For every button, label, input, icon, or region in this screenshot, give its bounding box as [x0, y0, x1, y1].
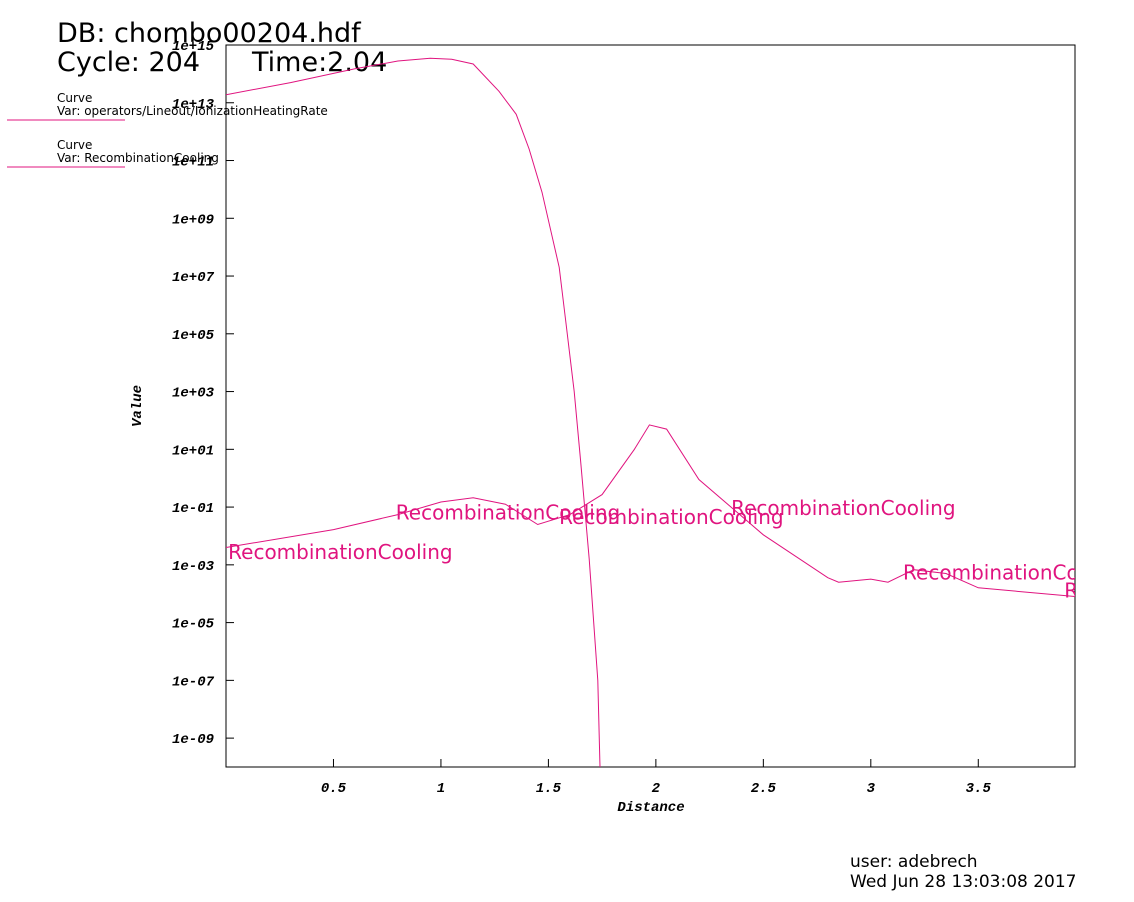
y-tick-label: 1e-03 — [172, 559, 215, 575]
user: user: adebrech — [850, 852, 978, 872]
legend-var: Var: RecombinationCooling — [57, 151, 219, 165]
y-tick-label: 1e+05 — [172, 328, 215, 344]
y-axis-label: Value — [130, 385, 146, 427]
curve-label: RecombinationCooling — [903, 561, 1127, 585]
title-db: DB: chombo00204.hdf — [57, 18, 362, 49]
y-tick-label: 1e+09 — [172, 212, 214, 228]
legend-name: Curve — [57, 138, 92, 152]
plot-frame — [225, 44, 1076, 768]
y-tick-label: 1e-05 — [172, 617, 215, 633]
x-tick-label: 1 — [437, 781, 445, 797]
curve-label: RecombinationCooling — [1064, 578, 1134, 602]
y-tick-label: 1e-07 — [172, 674, 215, 690]
y-tick-label: 1e-01 — [172, 501, 214, 517]
x-tick-label: 3.5 — [966, 781, 992, 797]
x-tick-label: 3 — [867, 781, 876, 797]
y-tick-label: 1e+01 — [172, 443, 214, 459]
legend-name: Curve — [57, 91, 92, 105]
y-tick-label: 1e-09 — [172, 732, 214, 748]
y-tick-label: 1e+07 — [172, 270, 215, 286]
curve-label: RecombinationCooling — [731, 496, 955, 520]
x-axis-label: Distance — [617, 800, 684, 816]
curve — [226, 57, 601, 767]
y-tick-label: 1e+15 — [172, 39, 215, 55]
y-tick-label: 1e+11 — [172, 155, 214, 171]
legend-var: Var: operators/Lineout/IonizationHeating… — [57, 104, 328, 118]
plot: RecombinationCoolingRecombinationCooling… — [226, 57, 1134, 767]
x-tick-label: 1.5 — [536, 781, 562, 797]
x-tick-label: 2.5 — [751, 781, 777, 797]
title-time: Time:2.04 — [251, 47, 387, 78]
date: Wed Jun 28 13:03:08 2017 — [850, 872, 1077, 892]
x-tick-label: 0.5 — [321, 781, 347, 797]
curve — [226, 424, 1075, 597]
curve-label: RecombinationCooling — [396, 501, 620, 525]
title-cycle: Cycle: 204 — [57, 47, 200, 78]
y-tick-label: 1e+03 — [172, 386, 215, 402]
curve-label: RecombinationCooling — [228, 540, 452, 564]
curve-label: RecombinationCooling — [559, 505, 783, 529]
x-tick-label: 2 — [652, 781, 661, 797]
y-tick-label: 1e+13 — [172, 97, 215, 113]
